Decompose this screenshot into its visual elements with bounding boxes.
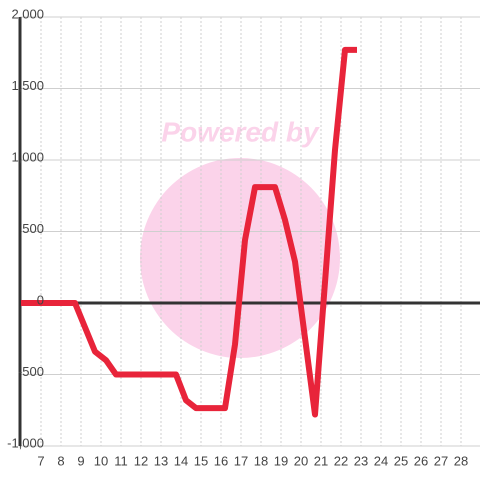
x-tick-label: 26 [414,453,428,468]
x-tick-label: 27 [434,453,448,468]
x-tick-label: 25 [394,453,408,468]
x-tick-label: 9 [77,453,84,468]
x-tick-label: 10 [94,453,108,468]
y-tick-label: 500 [22,221,44,236]
x-tick-label: 13 [154,453,168,468]
x-tick-label: 16 [214,453,228,468]
x-tick-label: 19 [274,453,288,468]
x-tick-label: 14 [174,453,188,468]
y-tick-label: 0 [37,292,44,307]
y-tick-label: 1,500 [11,78,44,93]
x-tick-label: 21 [314,453,328,468]
x-tick-label: 20 [294,453,308,468]
y-tick-label: 1,000 [11,149,44,164]
x-tick-label: 11 [114,453,128,468]
x-tick-label: 23 [354,453,368,468]
x-tick-label: 15 [194,453,208,468]
line [21,46,357,418]
x-tick-label: 17 [234,453,248,468]
x-tick-label: 28 [454,453,468,468]
y-tick-label: 2,000 [11,6,44,21]
y-tick-label: -500 [18,364,44,379]
x-tick-label: 8 [57,453,64,468]
x-tick-label: 18 [254,453,268,468]
x-tick-label: 22 [334,453,348,468]
x-tick-label: 24 [374,453,388,468]
y-tick-label: -1,000 [7,435,44,450]
x-tick-label: 12 [134,453,148,468]
x-tick-label: 7 [37,453,44,468]
watermark-logo [140,158,340,358]
